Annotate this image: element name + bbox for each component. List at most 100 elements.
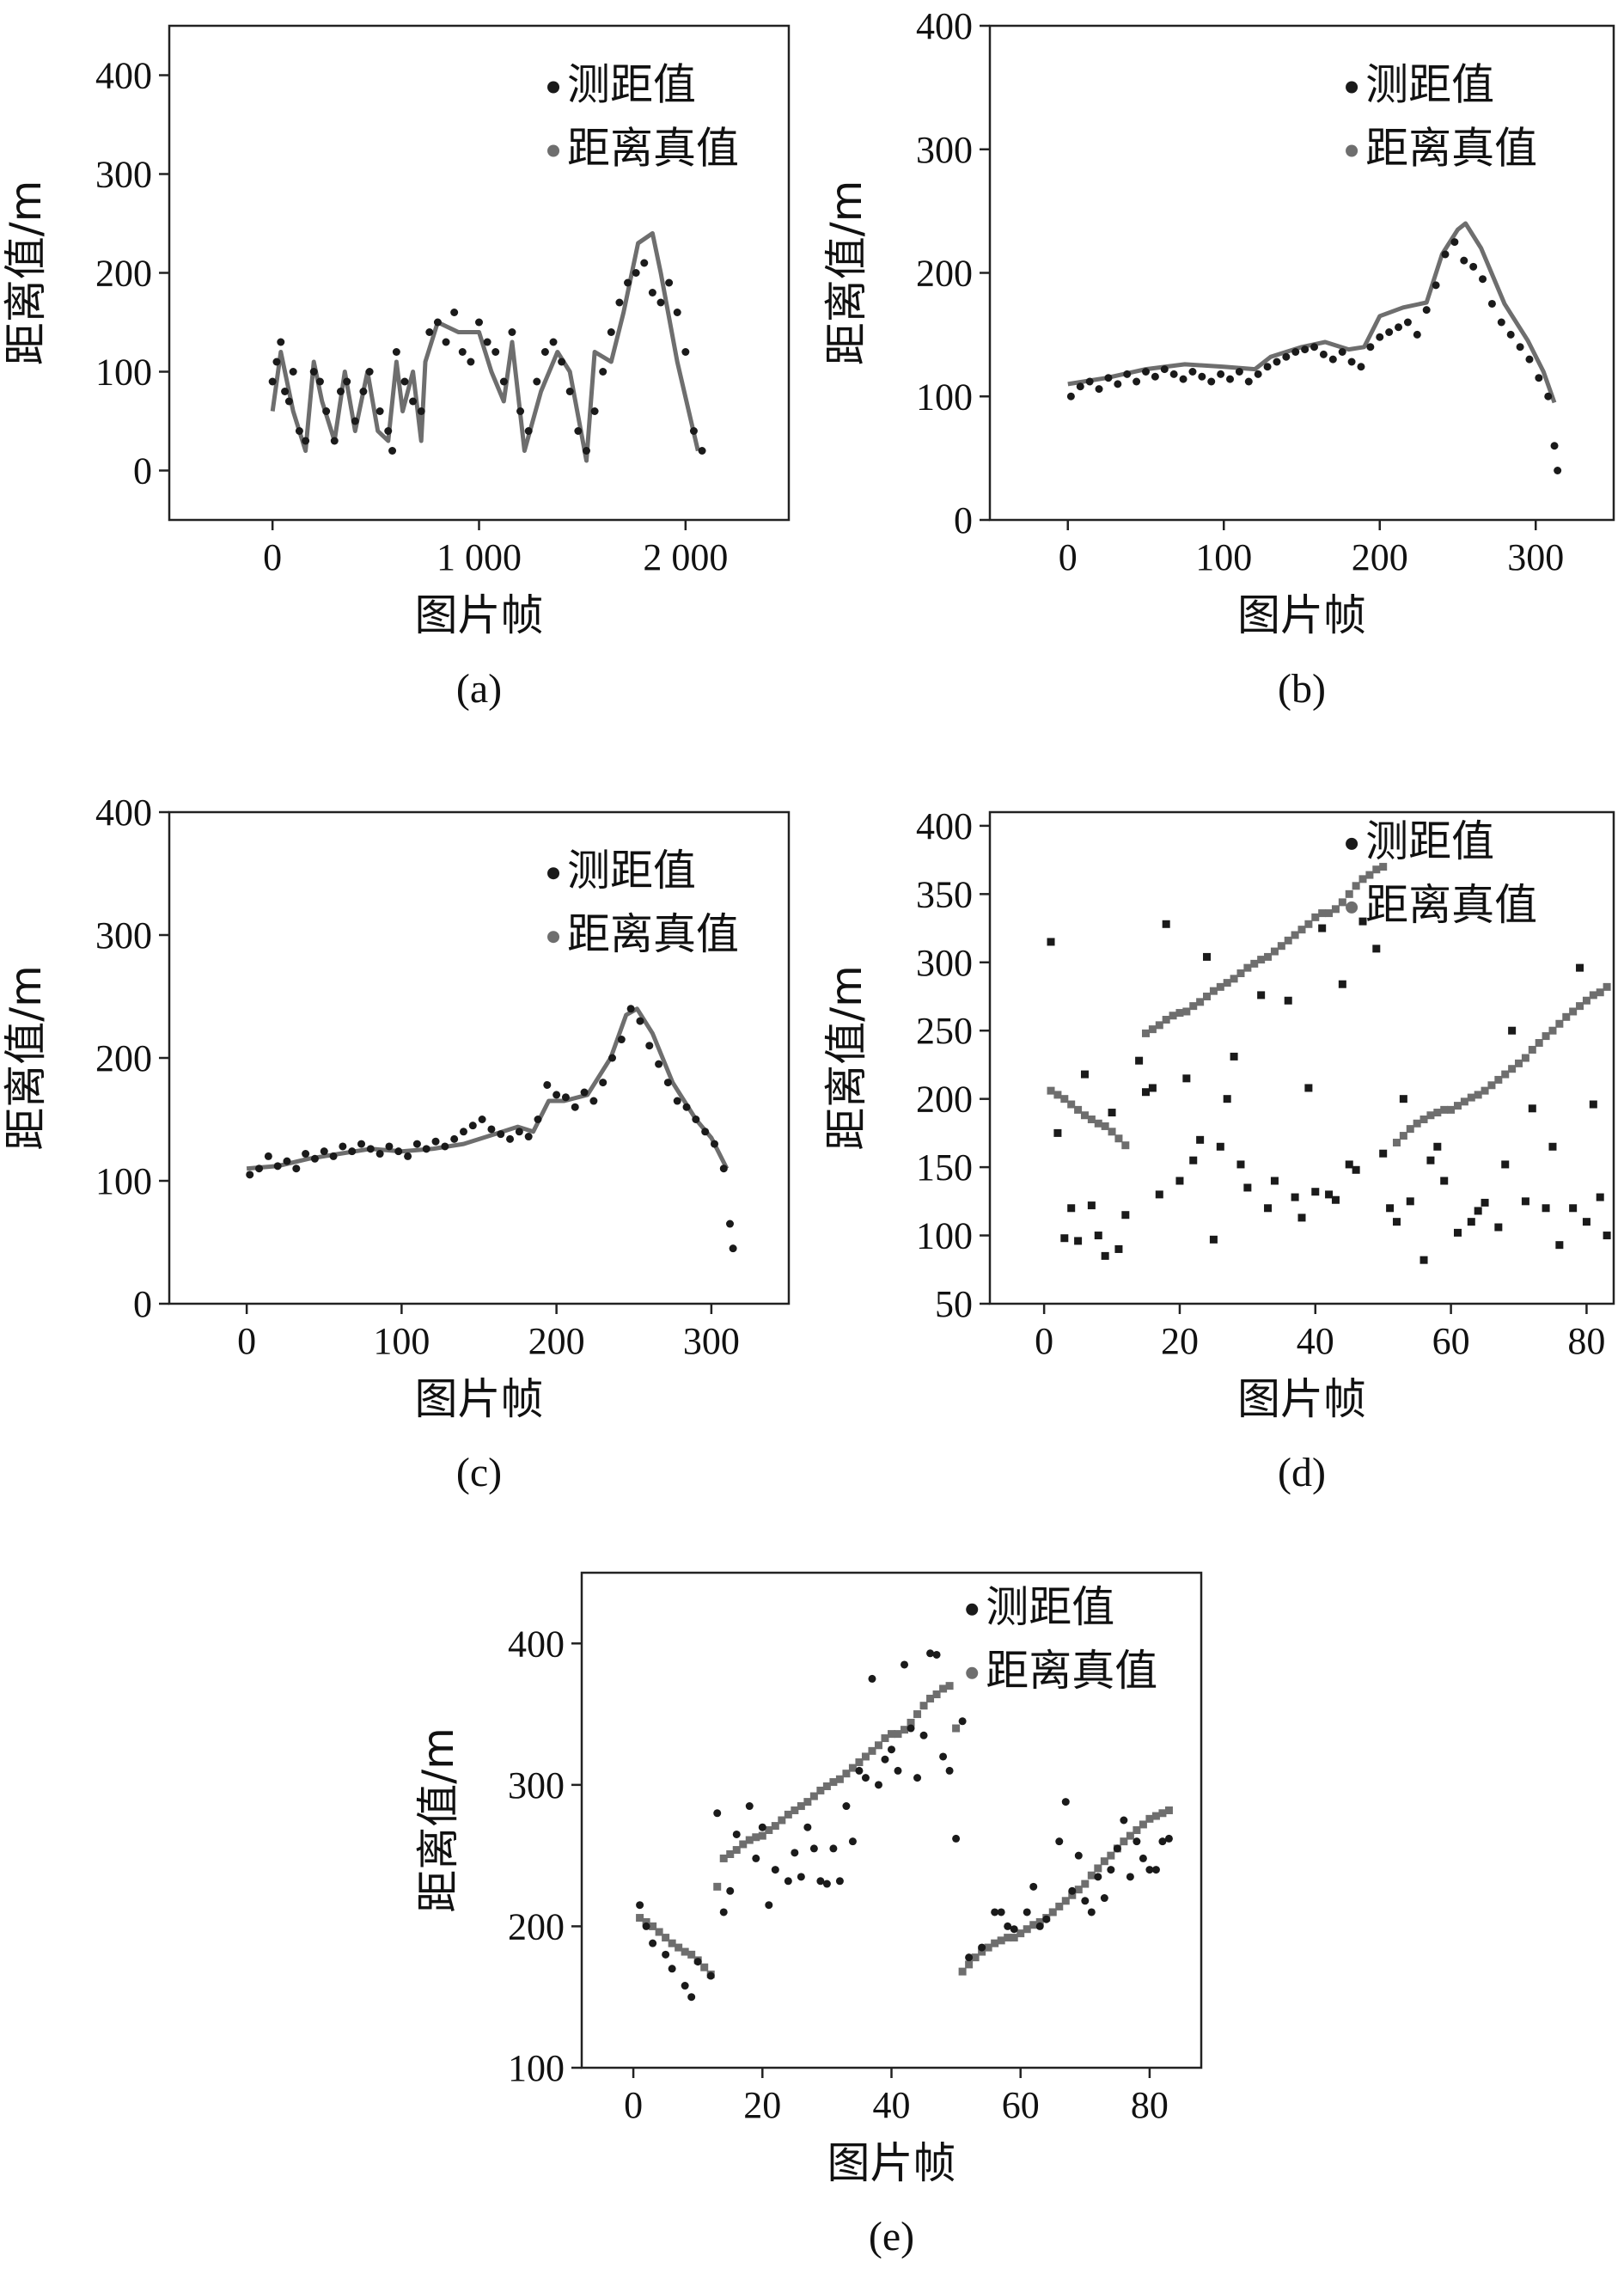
- data-point-truth: [1230, 975, 1238, 983]
- data-point-truth: [1053, 1091, 1062, 1099]
- data-point-measured: [508, 328, 516, 336]
- data-point-truth: [771, 1822, 779, 1831]
- data-point-measured: [991, 1908, 999, 1916]
- data-point-truth: [809, 1792, 818, 1800]
- data-point-truth: [649, 1922, 657, 1930]
- data-point-measured: [881, 1755, 889, 1764]
- data-point-measured: [268, 377, 277, 386]
- data-point-truth: [1068, 1891, 1077, 1899]
- data-point-truth: [1094, 1864, 1102, 1873]
- plot-area: [268, 231, 706, 463]
- data-point-measured: [1325, 1190, 1334, 1199]
- series-measured: [1047, 917, 1611, 1264]
- data-point-measured: [732, 1830, 741, 1838]
- y-axis-label: 距离值/m: [1, 180, 51, 366]
- data-point-measured: [1120, 1816, 1128, 1825]
- y-tick-label: 0: [133, 450, 152, 492]
- data-point-measured: [1366, 343, 1375, 351]
- data-point-measured: [608, 1054, 617, 1062]
- data-point-truth: [765, 1826, 773, 1835]
- data-point-measured: [1263, 363, 1272, 371]
- x-tick-label: 0: [1059, 536, 1078, 578]
- data-point-measured: [822, 1880, 831, 1888]
- data-point-measured: [1481, 1198, 1489, 1207]
- y-tick-label: 400: [508, 1623, 565, 1665]
- data-point-truth: [1164, 1806, 1173, 1814]
- data-point-measured: [868, 1674, 876, 1683]
- chart-panel-a: 0 100 200 300 400 0 1 000 2 000 图片帧 距离值/m (a) 测距值距离…: [1, 24, 791, 712]
- data-point-measured: [1162, 920, 1170, 928]
- y-tick-label: 100: [508, 2047, 565, 2089]
- data-point-measured: [663, 1079, 672, 1087]
- legend-marker-measured: [1346, 837, 1358, 850]
- data-point-truth: [1331, 905, 1340, 914]
- data-point-measured: [366, 1145, 375, 1153]
- data-point-measured: [1479, 275, 1487, 284]
- data-point-measured: [433, 318, 442, 327]
- data-point-measured: [540, 348, 549, 356]
- data-point-measured: [693, 1958, 702, 1966]
- data-point-measured: [1207, 377, 1216, 386]
- y-tick-label: 400: [916, 805, 973, 847]
- data-point-truth: [1061, 1897, 1070, 1905]
- data-point-truth: [1535, 1039, 1543, 1048]
- data-point-measured: [1061, 1798, 1070, 1806]
- data-point-measured: [1158, 1837, 1167, 1846]
- data-point-measured: [1182, 1074, 1191, 1083]
- data-point-truth: [739, 1840, 748, 1849]
- data-point-measured: [758, 1823, 766, 1831]
- legend-label-truth: 距离真值: [1365, 124, 1537, 174]
- data-point-measured: [1392, 1218, 1401, 1226]
- legend-label-measured: 测距值: [986, 1582, 1114, 1632]
- data-point-measured: [404, 1152, 412, 1160]
- data-point-measured: [365, 368, 374, 376]
- data-point-measured: [1209, 1235, 1218, 1244]
- data-point-measured: [681, 1982, 689, 1990]
- data-point-truth: [1216, 982, 1224, 991]
- data-point-measured: [901, 1660, 909, 1669]
- data-point-measured: [1467, 1218, 1475, 1226]
- data-point-truth: [1501, 1070, 1510, 1079]
- data-point-truth: [1582, 996, 1590, 1005]
- series-truth: [1047, 863, 1611, 1150]
- data-point-measured: [1060, 1234, 1069, 1243]
- data-point-measured: [1264, 1204, 1273, 1213]
- data-point-measured: [958, 1717, 967, 1726]
- data-point-measured: [636, 1017, 644, 1025]
- data-point-measured: [1074, 1851, 1083, 1860]
- data-point-measured: [848, 1837, 857, 1846]
- data-point-truth: [1399, 1132, 1407, 1140]
- data-point-measured: [515, 1128, 523, 1136]
- data-point-measured: [784, 1877, 792, 1886]
- data-point-truth: [855, 1758, 864, 1767]
- data-point-measured: [1474, 1207, 1482, 1215]
- y-tick-label: 150: [916, 1146, 973, 1189]
- data-point-measured: [1311, 1188, 1320, 1196]
- data-point-truth: [1596, 988, 1604, 997]
- data-point-truth: [919, 1702, 928, 1710]
- plot-area: [246, 1005, 737, 1253]
- data-point-truth: [965, 1960, 974, 1969]
- data-point-measured: [1029, 1882, 1038, 1891]
- data-point-measured: [1528, 1104, 1536, 1113]
- data-point-truth: [894, 1730, 902, 1739]
- data-point-measured: [673, 1097, 681, 1105]
- data-point-truth: [1023, 1925, 1031, 1934]
- data-point-truth: [642, 1917, 650, 1926]
- x-tick-label: 300: [683, 1320, 740, 1362]
- data-point-measured: [1487, 299, 1496, 308]
- chart-panel-d: 50 100 150 200 250 300 350 400 0 20 40 60 80 图片帧 距离值/m…: [821, 805, 1615, 1495]
- data-point-measured: [1094, 1873, 1102, 1881]
- data-point-truth: [971, 1953, 980, 1962]
- data-point-measured: [491, 348, 500, 356]
- data-point-measured: [1506, 330, 1515, 339]
- series-truth: [246, 1006, 730, 1171]
- data-point-measured: [1554, 467, 1562, 474]
- data-point-measured: [874, 1781, 882, 1789]
- data-point-truth: [1055, 1902, 1064, 1910]
- data-point-truth: [1074, 1105, 1083, 1114]
- data-point-measured: [589, 1097, 598, 1105]
- data-point-measured: [336, 388, 345, 395]
- data-point-measured: [1076, 382, 1084, 391]
- data-point-truth: [687, 1950, 696, 1959]
